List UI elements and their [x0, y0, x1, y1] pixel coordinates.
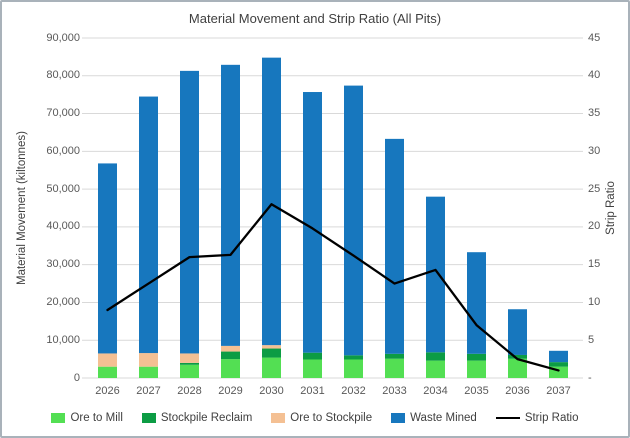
bar-segment: [426, 352, 445, 361]
legend-label: Stockpile Reclaim: [160, 412, 253, 424]
bar-segment: [303, 352, 322, 360]
bar-segment: [139, 353, 158, 367]
left-axis-tick-label: 20,000: [46, 295, 80, 308]
bar-segment: [303, 92, 322, 353]
legend-item: Ore to Mill: [51, 412, 123, 424]
right-axis-tick-label: 40: [588, 69, 601, 82]
bar-segment: [508, 309, 527, 355]
right-axis-tick-label: -: [588, 371, 592, 384]
legend-item: Waste Mined: [391, 412, 477, 424]
legend-item: Strip Ratio: [495, 412, 579, 424]
legend-color-swatch: [391, 413, 406, 423]
legend-label: Waste Mined: [410, 412, 477, 424]
bar-segment: [262, 345, 281, 349]
bar-segment: [180, 70, 199, 354]
right-axis-tick-label: 15: [588, 258, 601, 271]
bar-segment: [221, 64, 240, 346]
left-axis-tick-label: 70,000: [46, 107, 80, 120]
left-axis-tick-label: 80,000: [46, 69, 80, 82]
right-axis-tick-label: 25: [588, 182, 601, 195]
bar-segment: [385, 353, 404, 359]
bar-segment: [344, 85, 363, 356]
legend-item: Stockpile Reclaim: [141, 412, 253, 424]
bar-segment: [344, 359, 363, 378]
chart-legend: Ore to Mill Stockpile Reclaim Ore to Stock…: [2, 405, 628, 431]
bar-segment: [180, 353, 199, 363]
bar-segment: [508, 358, 527, 378]
left-axis-tick-label: 0: [73, 371, 80, 384]
x-axis-tick-label: 2034: [423, 385, 448, 397]
bar-segment: [426, 196, 445, 353]
right-axis-tick-label: 10: [588, 295, 601, 308]
bar-segment: [467, 360, 486, 378]
x-axis-tick-label: 2031: [300, 385, 325, 397]
bar-segment: [221, 359, 240, 378]
bar-segment: [549, 362, 568, 367]
right-axis-tick-label: 45: [588, 31, 601, 44]
x-axis-tick-label: 2030: [259, 385, 284, 397]
x-axis-tick-label: 2027: [136, 385, 161, 397]
legend-color-swatch: [51, 413, 66, 423]
x-axis-tick-label: 2032: [341, 385, 366, 397]
bar-segment: [98, 163, 117, 354]
left-axis-tick-label: 90,000: [46, 31, 80, 44]
bar-segment: [303, 359, 322, 378]
left-axis-tick-label: 60,000: [46, 144, 80, 157]
legend-color-swatch: [271, 413, 286, 423]
strip-ratio-line: [106, 203, 560, 372]
legend-label: Ore to Mill: [70, 412, 123, 424]
right-axis-tick-label: 30: [588, 144, 601, 157]
bar-segment: [139, 96, 158, 354]
bar-segment: [98, 353, 117, 367]
right-axis-tick-label: 35: [588, 107, 601, 120]
legend-color-swatch: [141, 413, 156, 423]
x-axis-tick-label: 2029: [218, 385, 243, 397]
bar-segment: [180, 362, 199, 365]
bar-segment: [221, 345, 240, 352]
legend-label: Ore to Stockpile: [290, 412, 373, 424]
bar-segment: [467, 252, 486, 354]
bar-segment: [139, 366, 158, 378]
bar-segment: [385, 138, 404, 354]
x-axis-tick-label: 2037: [546, 385, 571, 397]
bar-segment: [180, 364, 199, 378]
left-axis-tick-label: 30,000: [46, 258, 80, 271]
legend-item: Ore to Stockpile: [271, 412, 372, 424]
legend-label: Strip Ratio: [524, 412, 579, 424]
legend-line-swatch: [495, 416, 520, 420]
left-axis-title: Material Movement (kiltonnes): [16, 130, 28, 286]
left-axis-tick-label: 10,000: [46, 333, 80, 346]
bar-segment: [385, 358, 404, 378]
bar-segment: [262, 57, 281, 346]
bar-segment: [221, 351, 240, 360]
bar-segment: [467, 353, 486, 361]
left-axis-tick-label: 40,000: [46, 220, 80, 233]
right-axis-tick-label: 20: [588, 220, 601, 233]
x-axis-tick-label: 2028: [177, 385, 202, 397]
chart-title: Material Movement and Strip Ratio (All P…: [188, 11, 442, 26]
x-axis-tick-label: 2033: [382, 385, 407, 397]
bar-segment: [344, 355, 363, 360]
bar-segment: [549, 366, 568, 378]
x-axis-tick-label: 2035: [464, 385, 489, 397]
left-axis-tick-label: 50,000: [46, 182, 80, 195]
right-axis-tick-label: 5: [588, 333, 595, 346]
x-axis-tick-label: 2026: [95, 385, 120, 397]
bar-segment: [426, 360, 445, 378]
bar-segment: [262, 348, 281, 358]
bar-segment: [508, 354, 527, 359]
bar-segment: [549, 350, 568, 363]
bar-segment: [98, 366, 117, 378]
x-axis-tick-label: 2036: [505, 385, 530, 397]
right-axis-title: Strip Ratio: [605, 181, 617, 235]
bar-segment: [262, 357, 281, 378]
